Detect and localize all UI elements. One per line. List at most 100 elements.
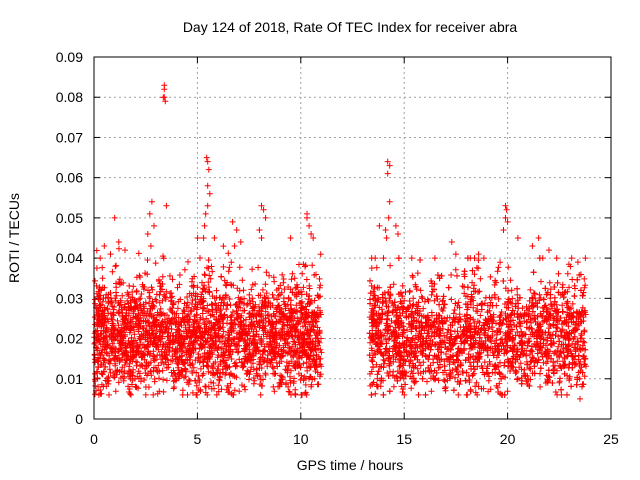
data-point [264, 312, 271, 319]
data-point [220, 349, 227, 356]
data-point [216, 373, 223, 380]
data-point [99, 264, 106, 271]
data-point [198, 334, 205, 341]
data-point [313, 364, 320, 371]
data-point [171, 384, 178, 391]
data-point [391, 299, 398, 306]
data-point [196, 379, 203, 386]
data-point [168, 307, 175, 314]
data-point [496, 313, 503, 320]
data-point [96, 302, 103, 309]
data-point [418, 293, 425, 300]
data-point [306, 282, 313, 289]
data-point [151, 314, 157, 321]
data-point [456, 348, 463, 355]
data-point [189, 389, 196, 396]
data-point [292, 350, 299, 357]
data-point [171, 310, 178, 317]
data-point [568, 383, 575, 390]
data-point [235, 321, 242, 328]
data-point [459, 283, 466, 290]
data-point [162, 355, 169, 361]
data-point [424, 378, 430, 385]
data-point [368, 357, 375, 364]
data-point [369, 381, 376, 388]
data-point [288, 347, 295, 354]
data-point [92, 391, 98, 398]
data-point [317, 251, 324, 258]
data-point [421, 327, 428, 334]
data-point [528, 358, 535, 365]
data-point [318, 349, 325, 356]
data-point [485, 318, 492, 325]
data-point [575, 341, 581, 348]
data-point [396, 363, 403, 370]
data-point [280, 279, 287, 286]
data-point [115, 309, 122, 316]
data-point [527, 286, 534, 293]
data-point [171, 351, 178, 357]
data-point [226, 264, 233, 271]
data-point [487, 299, 494, 306]
data-point [126, 310, 132, 317]
data-point [238, 331, 244, 337]
data-point [220, 243, 227, 250]
data-point [420, 305, 427, 312]
data-point [551, 370, 557, 377]
data-point [497, 259, 504, 266]
data-point [115, 239, 122, 245]
data-point [367, 370, 373, 377]
data-point [568, 312, 575, 319]
data-point [531, 370, 538, 377]
data-point [487, 313, 494, 320]
data-point [467, 314, 474, 321]
data-point [426, 367, 433, 374]
data-point [573, 360, 580, 367]
data-point [314, 292, 321, 299]
data-point [546, 311, 553, 318]
data-point [239, 277, 246, 284]
data-point [100, 335, 107, 342]
data-point [132, 313, 139, 320]
data-point [305, 309, 312, 316]
data-point [284, 301, 291, 308]
data-point [564, 391, 570, 398]
data-point [378, 363, 385, 370]
data-point [201, 320, 208, 326]
data-point [167, 272, 173, 279]
data-point [120, 279, 127, 286]
data-point [295, 349, 301, 356]
data-point [263, 290, 270, 297]
data-point [517, 360, 524, 367]
data-point [126, 282, 133, 289]
data-point [512, 358, 519, 365]
data-point [175, 361, 182, 368]
data-point [445, 326, 452, 333]
data-point [184, 299, 191, 306]
data-point [380, 255, 387, 262]
data-point [467, 323, 474, 330]
data-point [559, 302, 566, 309]
data-point [478, 385, 485, 392]
data-point [122, 315, 129, 322]
data-point [414, 365, 421, 372]
data-point [317, 282, 324, 289]
data-point [116, 281, 123, 288]
data-point [189, 368, 195, 375]
data-point [125, 383, 132, 390]
data-point [387, 323, 394, 330]
data-point [489, 349, 496, 356]
data-point [135, 250, 142, 257]
data-point [549, 380, 556, 386]
data-point [161, 353, 168, 360]
data-point [456, 304, 463, 311]
data-point [233, 301, 240, 307]
data-point [137, 295, 144, 302]
data-point [530, 269, 537, 276]
data-point [529, 343, 535, 350]
data-point [485, 325, 492, 332]
data-point [369, 319, 376, 326]
data-point [527, 376, 534, 383]
data-point [446, 361, 453, 368]
data-point [539, 353, 546, 360]
